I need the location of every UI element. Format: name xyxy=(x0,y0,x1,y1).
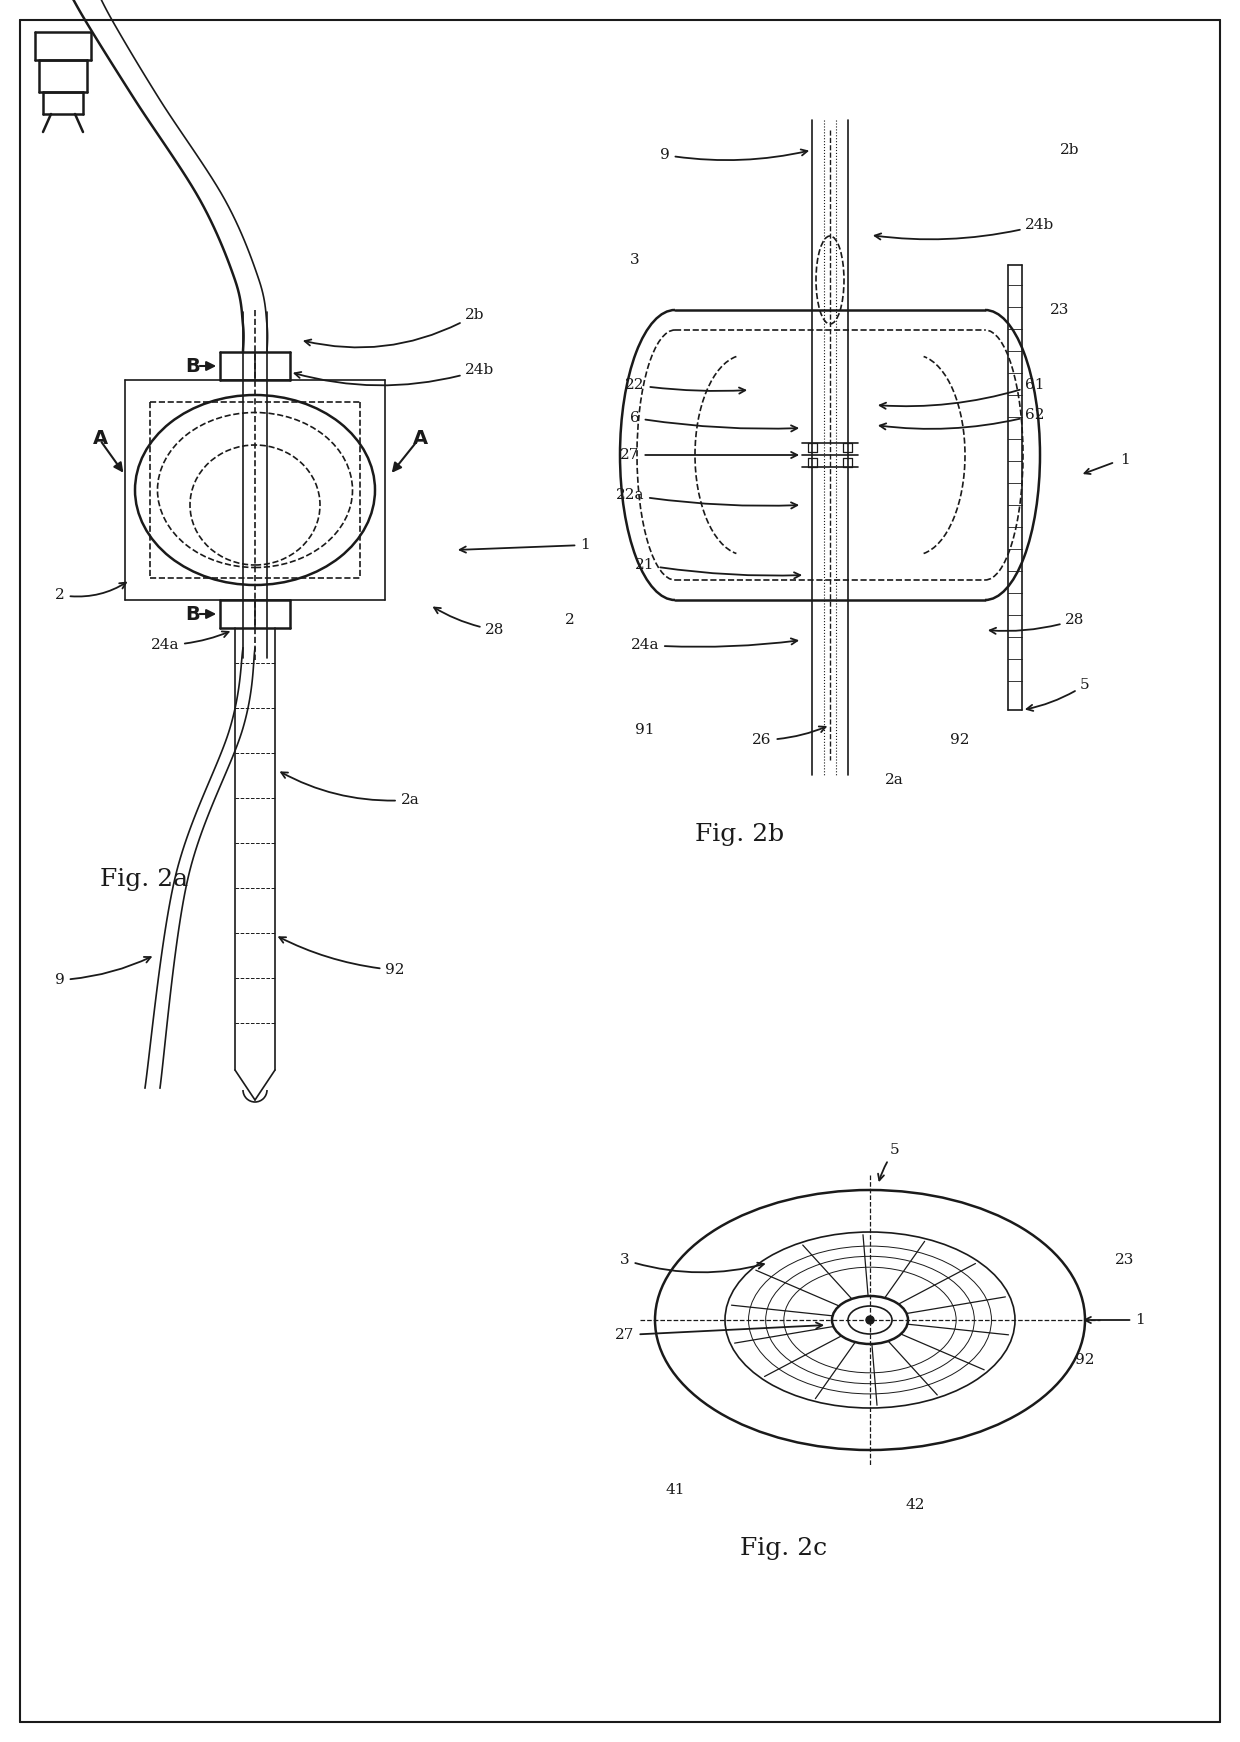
Text: 2b: 2b xyxy=(305,308,485,347)
Text: 2b: 2b xyxy=(1060,143,1080,157)
Text: 27: 27 xyxy=(620,448,797,462)
Text: 61: 61 xyxy=(880,378,1045,409)
Text: A: A xyxy=(93,429,108,448)
Text: 2: 2 xyxy=(55,582,126,603)
Text: 6: 6 xyxy=(630,411,797,432)
Text: 21: 21 xyxy=(635,557,800,578)
Text: 41: 41 xyxy=(665,1482,684,1496)
Text: 62: 62 xyxy=(879,408,1045,430)
Text: 1: 1 xyxy=(1120,453,1130,467)
Text: 92: 92 xyxy=(279,937,404,977)
Text: 92: 92 xyxy=(1075,1354,1095,1367)
Text: 27: 27 xyxy=(615,1322,822,1341)
Text: 28: 28 xyxy=(990,613,1085,634)
Text: 42: 42 xyxy=(905,1498,925,1512)
Text: 2: 2 xyxy=(565,613,575,627)
Text: 2a: 2a xyxy=(885,773,904,787)
Text: A: A xyxy=(413,429,428,448)
Text: 26: 26 xyxy=(753,726,826,747)
Text: 2a: 2a xyxy=(281,772,419,807)
Text: 5: 5 xyxy=(1027,678,1090,711)
Text: 22a: 22a xyxy=(616,488,797,509)
Text: 23: 23 xyxy=(1050,303,1069,317)
Text: 22: 22 xyxy=(625,378,745,394)
Text: 1: 1 xyxy=(1085,1313,1145,1327)
Circle shape xyxy=(866,1315,874,1324)
Text: B: B xyxy=(186,357,201,376)
Text: 24a: 24a xyxy=(151,631,228,652)
Text: 24b: 24b xyxy=(874,218,1055,239)
Text: 24b: 24b xyxy=(295,362,495,385)
Text: 24a: 24a xyxy=(631,638,797,652)
Text: 9: 9 xyxy=(55,956,151,988)
Text: Fig. 2a: Fig. 2a xyxy=(100,869,188,892)
Text: 23: 23 xyxy=(1115,1252,1135,1266)
Text: Fig. 2c: Fig. 2c xyxy=(740,1536,827,1559)
Text: 3: 3 xyxy=(620,1252,764,1272)
Text: 1: 1 xyxy=(460,538,590,552)
Text: 28: 28 xyxy=(434,608,505,638)
Text: 9: 9 xyxy=(660,148,807,162)
Text: B: B xyxy=(186,604,201,624)
Text: 92: 92 xyxy=(950,733,970,747)
Text: 3: 3 xyxy=(630,253,640,267)
Text: 91: 91 xyxy=(635,723,655,737)
Text: 5: 5 xyxy=(878,1143,900,1181)
Text: Fig. 2b: Fig. 2b xyxy=(694,824,784,847)
